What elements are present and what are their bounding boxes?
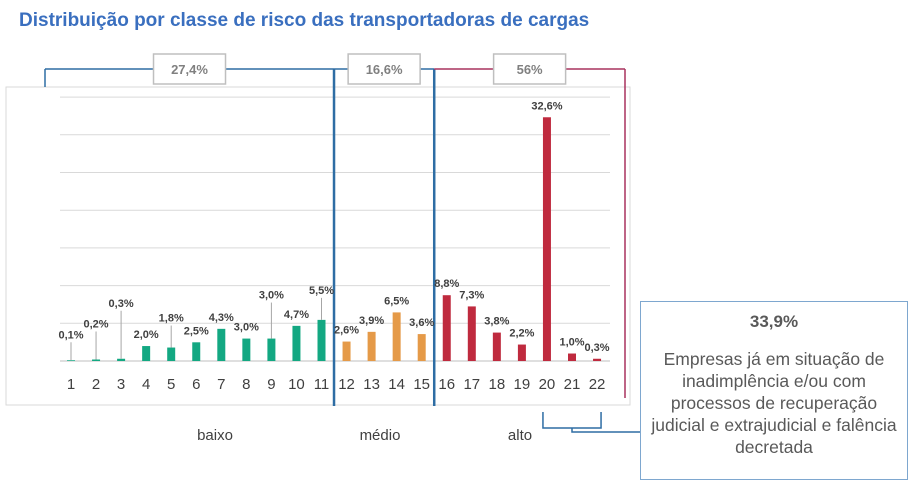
bar-label: 3,0% [259, 290, 284, 302]
bar-7 [217, 328, 226, 361]
x-tick-label: 5 [167, 376, 175, 393]
bar-label: 32,6% [531, 100, 562, 112]
bar-label: 1,8% [159, 313, 184, 325]
bar-3 [117, 358, 126, 361]
bar-label: 0,3% [109, 298, 134, 310]
bar-label: 8,8% [434, 278, 459, 290]
x-tick-label: 2 [92, 376, 100, 393]
bar-6 [192, 342, 201, 361]
bar-labels: 0,1%0,2%0,3%2,0%1,8%2,5%4,3%3,0%3,0%4,7%… [58, 100, 610, 361]
bar-8 [242, 338, 251, 361]
group-total-box [152, 53, 227, 85]
bar-label: 3,0% [234, 322, 259, 334]
bar-label: 7,3% [459, 289, 484, 301]
x-tick-label: 14 [388, 376, 405, 393]
x-tick-label: 19 [514, 376, 531, 393]
bar-9 [267, 338, 276, 361]
group-label: baixo [197, 427, 233, 444]
bar-label: 3,6% [409, 317, 434, 329]
x-axis-ticks: 1 2 3 4 5 6 7 8 9 10 11 12 13 14 15 16 17 18 19 20 21 22 [67, 376, 606, 393]
x-tick-label: 9 [267, 376, 275, 393]
bar-1 [67, 360, 75, 361]
group-total: 27,4% [171, 62, 208, 77]
x-tick-label: 20 [539, 376, 556, 393]
bar-2 [92, 359, 101, 361]
bar-label: 0,2% [84, 319, 109, 331]
bar-label: 2,0% [134, 329, 159, 341]
note-box: 33,9% Empresas já em situação de inadimp… [640, 301, 908, 480]
bar-label: 2,5% [184, 325, 209, 337]
bar-14 [392, 312, 401, 361]
group-brackets: 27,4% 16,6% 56% [44, 53, 626, 406]
x-tick-label: 12 [338, 376, 355, 393]
x-tick-label: 7 [217, 376, 225, 393]
group-total-box [347, 53, 421, 85]
x-tick-label: 16 [438, 376, 455, 393]
x-tick-label: 4 [142, 376, 150, 393]
bar-label: 3,8% [484, 316, 509, 328]
bar-label: 4,7% [284, 309, 309, 321]
bar-21 [568, 353, 576, 361]
bar-18 [492, 332, 501, 361]
group-total: 16,6% [366, 62, 403, 77]
bars [67, 117, 602, 361]
bar-label: 2,2% [509, 328, 534, 340]
bar-22 [593, 358, 602, 361]
bar-19 [517, 344, 526, 361]
bar-4 [142, 346, 151, 361]
bar-13 [367, 331, 376, 361]
x-tick-label: 11 [314, 376, 330, 393]
group-total: 56% [517, 62, 543, 77]
bar-label: 4,3% [209, 312, 234, 324]
group-total-box [492, 53, 567, 85]
chart-title: Distribuição por classe de risco das tra… [19, 10, 590, 31]
bar-label: 6,5% [384, 295, 409, 307]
x-tick-label: 21 [564, 376, 581, 393]
note-text: Empresas já em situação de inadimplência… [651, 349, 897, 457]
bar-label: 2,6% [334, 325, 359, 337]
x-tick-label: 15 [413, 376, 430, 393]
x-tick-label: 10 [288, 376, 305, 393]
bar-label: 3,9% [359, 315, 384, 327]
group-labels: baixo médio alto [197, 427, 532, 444]
x-tick-label: 18 [489, 376, 506, 393]
x-tick-label: 17 [463, 376, 480, 393]
bar-16 [442, 295, 451, 361]
bar-label: 1,0% [559, 337, 584, 349]
bar-20 [542, 117, 551, 361]
note-connector-line [571, 428, 640, 433]
note-bracket [542, 412, 602, 429]
bar-5 [167, 347, 176, 361]
group-label: médio [360, 427, 401, 444]
bar-15 [417, 334, 426, 361]
note-value: 33,9% [749, 312, 799, 331]
group-label: alto [508, 427, 532, 444]
note-connector [542, 412, 640, 433]
x-tick-label: 6 [192, 376, 200, 393]
bar-label: 0,1% [58, 329, 83, 341]
bar-12 [342, 341, 351, 361]
x-tick-label: 3 [117, 376, 125, 393]
x-tick-label: 8 [242, 376, 250, 393]
bar-10 [292, 325, 301, 361]
bar-label: 0,3% [585, 342, 610, 354]
x-tick-label: 22 [589, 376, 606, 393]
bar-label: 5,5% [309, 285, 334, 297]
bar-17 [467, 306, 476, 361]
x-tick-label: 1 [67, 376, 75, 393]
bar-11 [317, 319, 326, 361]
x-tick-label: 13 [363, 376, 380, 393]
